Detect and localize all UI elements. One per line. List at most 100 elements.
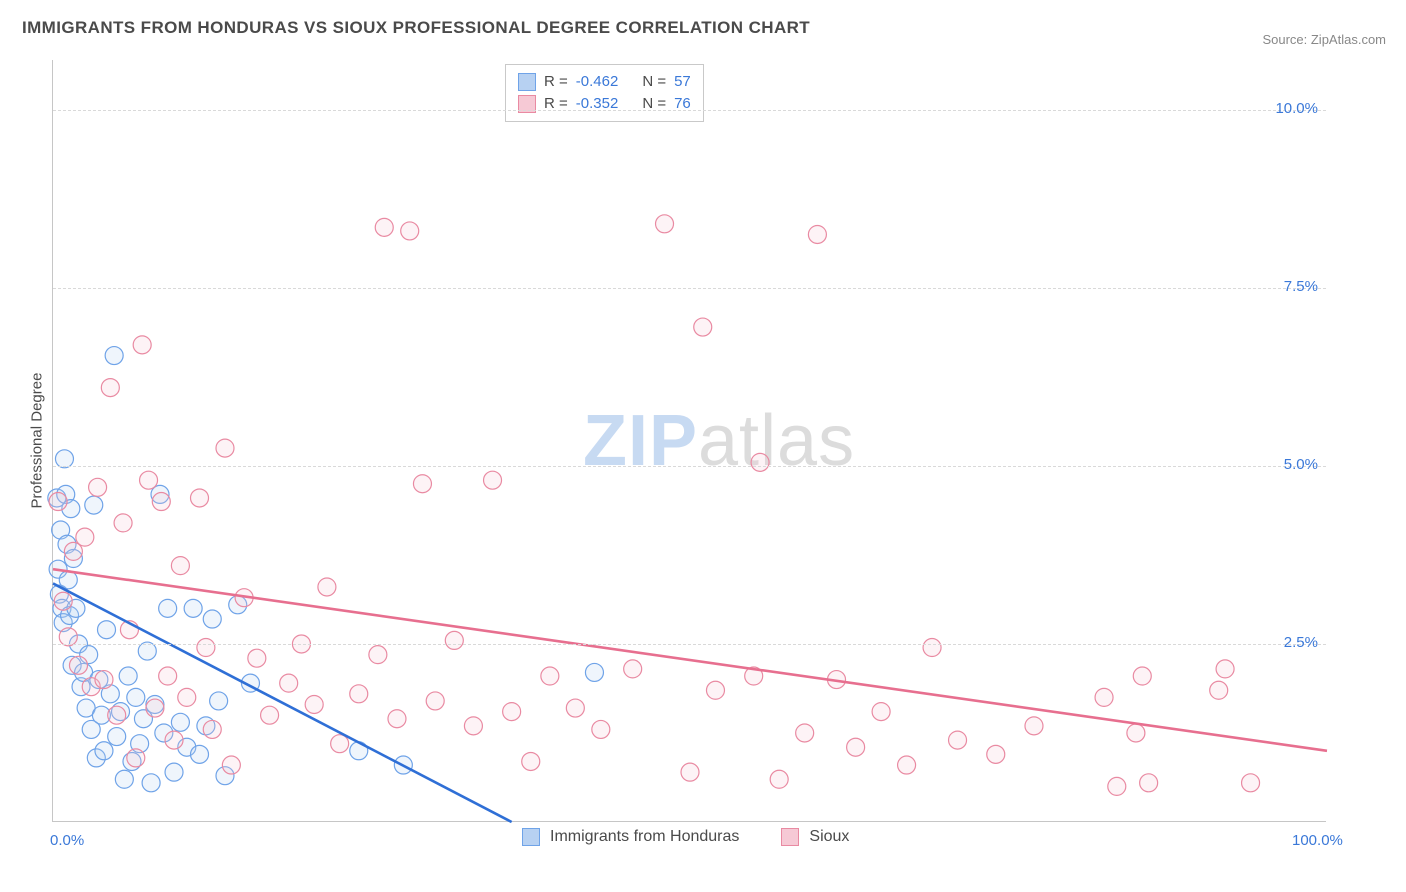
scatter-point-sioux [159,667,177,685]
scatter-point-sioux [1242,774,1260,792]
scatter-point-sioux [987,745,1005,763]
scatter-point-sioux [949,731,967,749]
scatter-point-sioux [216,439,234,457]
scatter-point-sioux [872,703,890,721]
scatter-point-sioux [541,667,559,685]
gridline [53,110,1326,111]
legend-swatch-sioux [781,828,799,846]
scatter-point-sioux [95,671,113,689]
legend-label-honduras: Immigrants from Honduras [550,828,739,846]
scatter-point-sioux [426,692,444,710]
n-label-1: N = [642,93,666,115]
scatter-point-sioux [280,674,298,692]
scatter-point-sioux [898,756,916,774]
ytick-label: 2.5% [1284,634,1318,651]
scatter-point-sioux [108,706,126,724]
scatter-point-sioux [178,688,196,706]
scatter-point-sioux [503,703,521,721]
plot-svg [53,60,1326,821]
scatter-point-sioux [101,379,119,397]
scatter-point-sioux [1216,660,1234,678]
scatter-point-honduras [142,774,160,792]
scatter-point-honduras [159,599,177,617]
scatter-point-sioux [522,752,540,770]
scatter-point-sioux [1108,777,1126,795]
scatter-point-honduras [119,667,137,685]
legend-series: Immigrants from Honduras Sioux [522,828,849,846]
scatter-point-sioux [76,528,94,546]
scatter-point-sioux [222,756,240,774]
scatter-point-honduras [210,692,228,710]
legend-corr-row-honduras: R = -0.462 N = 57 [518,71,691,93]
scatter-point-sioux [1025,717,1043,735]
scatter-point-sioux [1127,724,1145,742]
n-label-0: N = [642,71,666,93]
scatter-point-sioux [847,738,865,756]
ytick-label: 10.0% [1275,100,1318,117]
scatter-point-sioux [165,731,183,749]
scatter-point-sioux [566,699,584,717]
scatter-point-sioux [445,631,463,649]
scatter-point-sioux [89,478,107,496]
gridline [53,644,1326,645]
scatter-point-honduras [203,610,221,628]
scatter-point-sioux [751,453,769,471]
xtick-max: 100.0% [1292,832,1343,849]
plot-area: ZIPatlas R = -0.462 N = 57 R = -0.352 N … [52,60,1326,822]
scatter-point-sioux [375,218,393,236]
scatter-point-sioux [171,557,189,575]
scatter-point-honduras [585,663,603,681]
trend-line-sioux [53,569,1327,751]
r-label-0: R = [544,71,568,93]
chart-title: IMMIGRANTS FROM HONDURAS VS SIOUX PROFES… [22,18,810,38]
scatter-point-sioux [350,685,368,703]
scatter-point-sioux [770,770,788,788]
ytick-label: 7.5% [1284,278,1318,295]
scatter-point-sioux [318,578,336,596]
gridline [53,466,1326,467]
scatter-point-honduras [191,745,209,763]
legend-corr-row-sioux: R = -0.352 N = 76 [518,93,691,115]
scatter-point-honduras [184,599,202,617]
scatter-point-sioux [1140,774,1158,792]
scatter-point-honduras [108,728,126,746]
r-label-1: R = [544,93,568,115]
scatter-point-sioux [203,720,221,738]
source-attribution: Source: ZipAtlas.com [1262,32,1386,47]
scatter-point-sioux [464,717,482,735]
scatter-point-sioux [1210,681,1228,699]
scatter-point-sioux [54,592,72,610]
y-axis-label: Professional Degree [29,341,46,541]
scatter-point-honduras [95,742,113,760]
legend-swatch-honduras [522,828,540,846]
scatter-point-sioux [624,660,642,678]
swatch-honduras [518,73,536,91]
scatter-point-sioux [197,639,215,657]
scatter-point-sioux [69,656,87,674]
scatter-point-sioux [114,514,132,532]
scatter-point-sioux [796,724,814,742]
scatter-point-sioux [146,699,164,717]
scatter-point-sioux [401,222,419,240]
legend-label-sioux: Sioux [809,828,849,846]
r-value-0: -0.462 [576,71,619,93]
scatter-point-sioux [248,649,266,667]
scatter-point-sioux [49,493,67,511]
scatter-point-sioux [808,225,826,243]
scatter-point-honduras [85,496,103,514]
scatter-point-honduras [115,770,133,788]
scatter-point-sioux [484,471,502,489]
scatter-point-sioux [191,489,209,507]
scatter-point-sioux [305,695,323,713]
scatter-point-sioux [261,706,279,724]
y-axis-label-wrap: Professional Degree [22,340,38,540]
scatter-point-honduras [127,688,145,706]
scatter-point-sioux [331,735,349,753]
scatter-point-honduras [105,347,123,365]
scatter-point-sioux [388,710,406,728]
scatter-point-honduras [165,763,183,781]
scatter-point-sioux [1095,688,1113,706]
scatter-point-sioux [681,763,699,781]
scatter-point-sioux [923,639,941,657]
scatter-point-sioux [694,318,712,336]
